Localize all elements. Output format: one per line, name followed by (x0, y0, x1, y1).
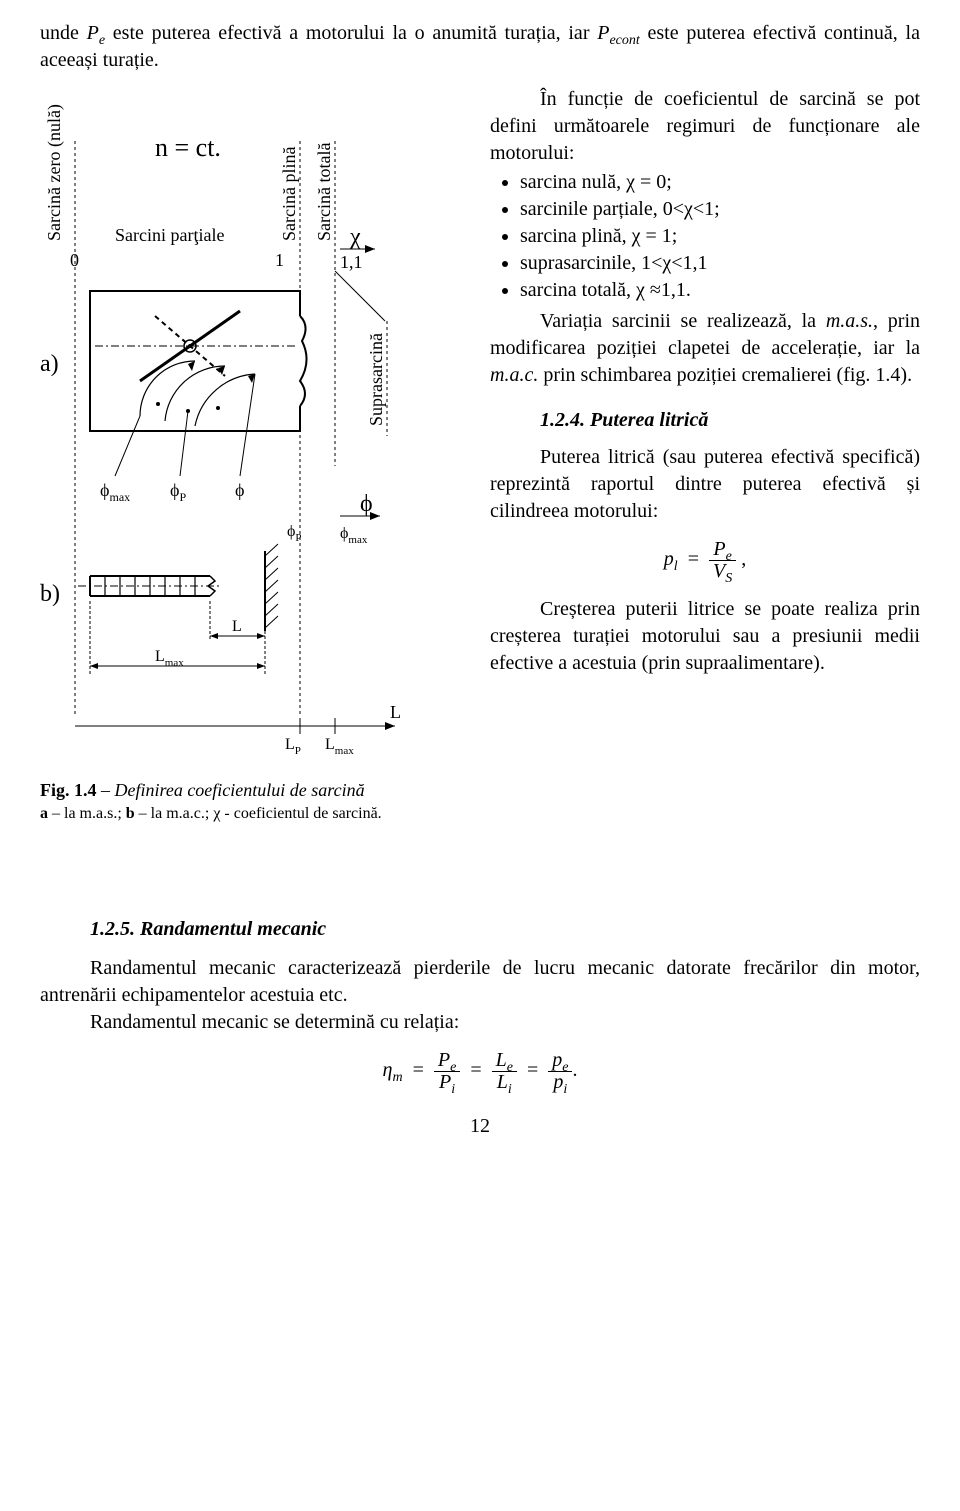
label-a: a) (40, 351, 59, 377)
label-suprasarcina: Suprasarcină (366, 333, 386, 426)
intro-var1: P (87, 22, 99, 44)
fig-caption-line2: a – la m.a.s.; b – la m.a.c.; χ - coefic… (40, 805, 382, 822)
bullet-5: sarcina totală, χ ≈1,1. (520, 277, 920, 304)
swirl-arc-3 (195, 374, 255, 426)
label-zero: 0 (70, 250, 79, 270)
phi-label-plain: ϕ (235, 480, 244, 500)
putere-litrica-increase: Creșterea puterii litrice se poate reali… (490, 596, 920, 677)
phi-max-axis: ϕmax (340, 525, 368, 546)
chi-axis-arrowhead (365, 245, 375, 253)
label-chi: χ (349, 224, 361, 250)
L-scale-arrow (385, 722, 395, 730)
bullet-4: suprasarcinile, 1<χ<1,1 (520, 250, 920, 277)
regime-intro: În funcție de coeficientul de sarcină se… (490, 86, 920, 167)
swirl-arc-2 (165, 366, 225, 421)
intro-pre: unde (40, 22, 87, 44)
bullet-3: sarcina plină, χ = 1; (520, 223, 920, 250)
swirl-dot-3 (216, 406, 220, 410)
label-sarcini-partiale: Sarcini parţiale (115, 225, 224, 245)
rand-para2: Randamentul mecanic se determină cu rela… (40, 1009, 920, 1036)
intro-mid: este puterea efectivă a motorului la o a… (105, 22, 597, 44)
Lmax-arrow-r (257, 663, 265, 669)
label-n-ct: n = ct. (155, 133, 221, 162)
phi-p-label: ϕP (170, 480, 186, 504)
leader-3 (240, 374, 255, 476)
formula-eta: ηm = Pe Pi = Le Li = pe pi . (40, 1050, 920, 1093)
text-column: În funcție de coeficientul de sarcină se… (490, 86, 920, 894)
heading-124: 1.2.4. Puterea litrică (490, 407, 920, 434)
phi-max-label: ϕmax (100, 480, 130, 504)
swirl-dot-1 (156, 402, 160, 406)
label-one-one: 1,1 (340, 252, 363, 272)
bullet-2: sarcinile parțiale, 0<χ<1; (520, 196, 920, 223)
intro-var2: P (597, 22, 609, 44)
page-number: 12 (40, 1113, 920, 1140)
heading-125: 1.2.5. Randamentul mecanic (40, 916, 920, 943)
putere-litrica-intro: Puterea litrică (sau puterea efectivă sp… (490, 444, 920, 525)
hatch-2 (265, 556, 278, 568)
rand-para1: Randamentul mecanic caracterizează pierd… (40, 955, 920, 1009)
formula-pl: pl = Pe VS , (490, 539, 920, 582)
swirl-arrow-1 (188, 361, 195, 371)
L-label: L (232, 618, 242, 635)
hatch-6 (265, 604, 278, 616)
regime-list: sarcina nulă, χ = 0; sarcinile parțiale,… (490, 169, 920, 304)
hatch-1 (265, 544, 278, 556)
hatch-3 (265, 568, 278, 580)
supra-line (335, 271, 385, 321)
leader-2 (180, 411, 188, 476)
Lmax-arrow-l (90, 663, 98, 669)
leader-1 (115, 416, 140, 476)
LP-label: LP (285, 736, 301, 757)
Lmax-scale-label: Lmax (325, 736, 354, 757)
bullet-1: sarcina nulă, χ = 0; (520, 169, 920, 196)
phi-axis-arrowhead (370, 512, 380, 520)
L-arrow-l (210, 633, 218, 639)
intro-paragraph: unde Pe este puterea efectivă a motorulu… (40, 20, 920, 74)
hatch-7 (265, 616, 278, 628)
variatia-para: Variația sarcinii se realizează, la m.a.… (490, 308, 920, 389)
fig-caption-line1: Fig. 1.4 – Definirea coeficientului de s… (40, 780, 365, 800)
figure-1-4: Sarcină zero (nulă) n = ct. Sarcini parţ… (40, 86, 470, 894)
figure-column: Sarcină zero (nulă) n = ct. Sarcini parţ… (40, 86, 470, 894)
label-b: b) (40, 581, 60, 607)
figure-svg: Sarcină zero (nulă) n = ct. Sarcini parţ… (40, 86, 470, 886)
label-one: 1 (275, 250, 284, 270)
L-scale-label: L (390, 702, 401, 722)
phi-p-axis: ϕP (287, 523, 302, 544)
L-arrow-r (257, 633, 265, 639)
hatch-4 (265, 580, 278, 592)
label-sarcina-plina: Sarcină plină (279, 147, 299, 241)
label-sarcina-totala: Sarcină totală (314, 143, 334, 241)
intro-sub2: econt (609, 33, 639, 48)
hatch-5 (265, 592, 278, 604)
label-sarcina-zero: Sarcină zero (nulă) (44, 104, 65, 241)
